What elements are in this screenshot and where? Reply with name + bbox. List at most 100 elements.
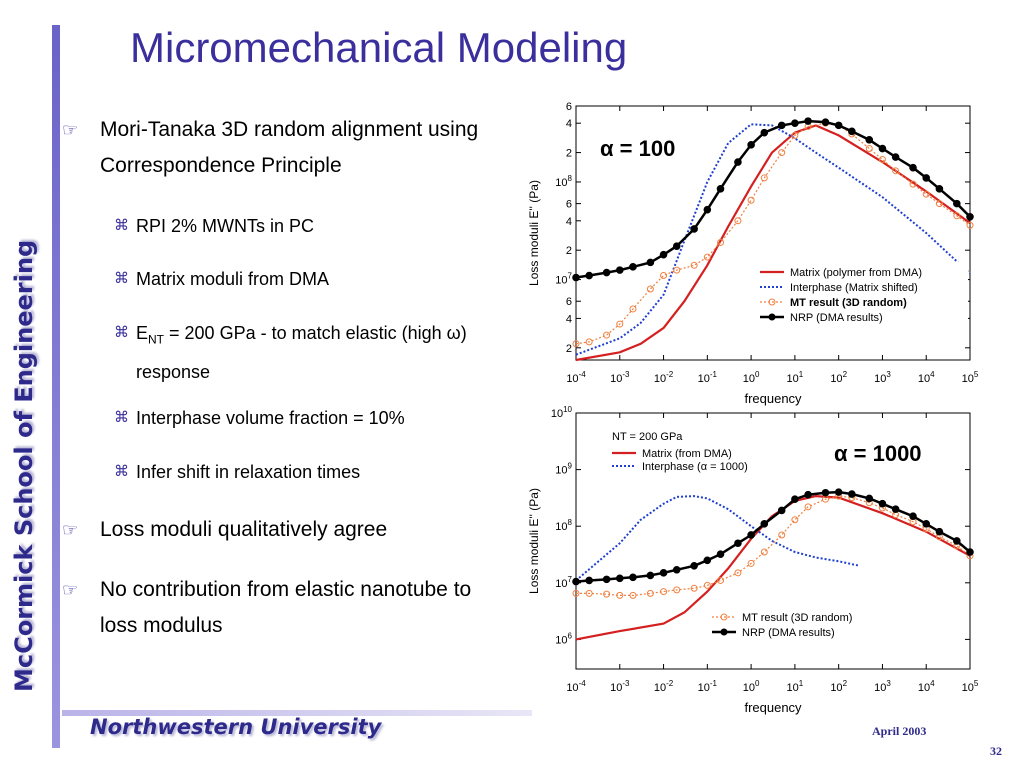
- series-marker: [935, 527, 944, 536]
- x-tick-label: 10-3: [610, 679, 630, 694]
- series-marker: [629, 573, 637, 582]
- series-marker: [629, 305, 637, 313]
- series-marker: [690, 225, 698, 233]
- x-tick-label: 100: [743, 679, 760, 694]
- footer-date: April 2003: [872, 724, 927, 738]
- legend-box: [756, 262, 968, 326]
- series-marker: [922, 190, 930, 198]
- series-marker: [922, 174, 931, 182]
- series-marker: [734, 217, 742, 225]
- series-marker: [734, 569, 742, 577]
- y-tick-label: 6: [566, 199, 572, 211]
- series-marker: [804, 117, 812, 125]
- series-marker: [909, 163, 917, 172]
- y-tick-label: 109: [555, 462, 572, 477]
- command-icon: ⌘: [114, 270, 129, 287]
- pointing-hand-icon: ☞: [62, 520, 79, 540]
- y-tick-label: 2: [566, 245, 572, 257]
- series-line: [576, 495, 971, 596]
- footer-university: Northwestern University: [90, 715, 382, 739]
- series-marker: [922, 520, 931, 528]
- y-tick-label: 4: [566, 216, 572, 228]
- series-marker: [690, 584, 698, 592]
- x-axis-label: frequency: [744, 700, 802, 715]
- x-tick-label: 10-4: [566, 679, 586, 694]
- series-marker: [572, 589, 580, 597]
- sub-bullet-text: RPI 2% MWNTs in PC: [136, 216, 315, 236]
- pointing-hand-icon: ☞: [62, 120, 79, 140]
- series-marker: [659, 569, 668, 577]
- series-marker: [717, 576, 725, 584]
- x-tick-label: 10-4: [566, 370, 586, 385]
- legend-marker: [720, 613, 728, 621]
- series-marker: [909, 180, 917, 188]
- x-tick-label: 103: [874, 679, 891, 694]
- x-axis-label: frequency: [744, 391, 802, 406]
- series-marker: [778, 149, 786, 157]
- series-marker: [935, 185, 944, 193]
- series-marker: [966, 221, 974, 229]
- series-marker: [660, 588, 668, 596]
- series-marker: [865, 494, 874, 503]
- command-icon: ⌘: [114, 463, 129, 480]
- series-marker: [690, 261, 698, 269]
- chart-alpha-100: 10-4 10-3 10-2 10-1 100 101 102 103 104 105 2 4 6 107…: [527, 101, 979, 406]
- series-line: [575, 119, 971, 279]
- series-marker: [615, 574, 624, 583]
- series-marker: [892, 167, 900, 175]
- series-marker: [909, 512, 917, 521]
- y-tick-label: 2: [566, 343, 572, 355]
- series-marker: [616, 591, 624, 599]
- series-marker: [672, 565, 681, 574]
- x-tick-label: 10-2: [654, 679, 674, 694]
- bullet-text: No contribution from elastic nanotube to…: [100, 578, 472, 637]
- series-marker: [760, 174, 768, 182]
- command-icon: ⌘: [114, 217, 129, 234]
- series-marker: [629, 591, 637, 599]
- series-line: [575, 495, 860, 582]
- series-marker: [821, 488, 830, 497]
- series-marker: [891, 153, 900, 161]
- x-tick-label: 100: [743, 370, 760, 385]
- chart-alpha-1000: 10-4 10-3 10-2 10-1 100 101 102 103 104 105 106 107…: [527, 405, 979, 715]
- series-marker: [690, 561, 698, 570]
- legend-label: NRP (DMA results): [742, 627, 835, 639]
- series-marker: [747, 559, 755, 567]
- series-marker: [878, 499, 887, 508]
- alpha-annotation: α = 1000: [834, 441, 922, 466]
- series-marker: [703, 581, 711, 589]
- series-marker: [953, 537, 961, 545]
- y-tick-label: 107: [555, 575, 572, 590]
- series-marker: [791, 119, 799, 127]
- series-line: [575, 124, 971, 362]
- series-marker: [778, 531, 786, 539]
- x-tick-label: 105: [962, 370, 979, 385]
- legend-label: MT result (3D random): [742, 612, 852, 624]
- series-marker: [703, 253, 711, 261]
- series-marker: [646, 571, 655, 580]
- series-marker: [804, 503, 812, 511]
- series-marker: [777, 121, 786, 130]
- y-tick-label: 107: [555, 272, 572, 287]
- x-tick-label: 102: [830, 370, 847, 385]
- sub-bullet-text: ENT = 200 GPa - to match elastic (high ω…: [136, 323, 467, 382]
- series-marker: [747, 196, 755, 204]
- legend-label: Interphase (α = 1000): [642, 461, 748, 473]
- y-tick-label: 108: [555, 174, 572, 189]
- series-marker: [585, 271, 593, 280]
- series-marker: [673, 586, 681, 594]
- series-marker: [878, 144, 887, 153]
- legend-label: Matrix (from DMA): [642, 448, 732, 460]
- y-tick-label: 6: [566, 101, 572, 113]
- series-marker: [572, 577, 580, 586]
- pointing-hand-icon: ☞: [62, 580, 79, 600]
- series-marker: [629, 263, 637, 271]
- series-marker: [602, 268, 611, 277]
- page-number: 32: [990, 744, 1002, 758]
- series-marker: [734, 158, 742, 166]
- series-marker: [646, 589, 654, 597]
- series-marker: [646, 258, 655, 267]
- x-tick-label: 102: [830, 679, 847, 694]
- series-marker: [953, 199, 961, 208]
- series-marker: [659, 250, 668, 259]
